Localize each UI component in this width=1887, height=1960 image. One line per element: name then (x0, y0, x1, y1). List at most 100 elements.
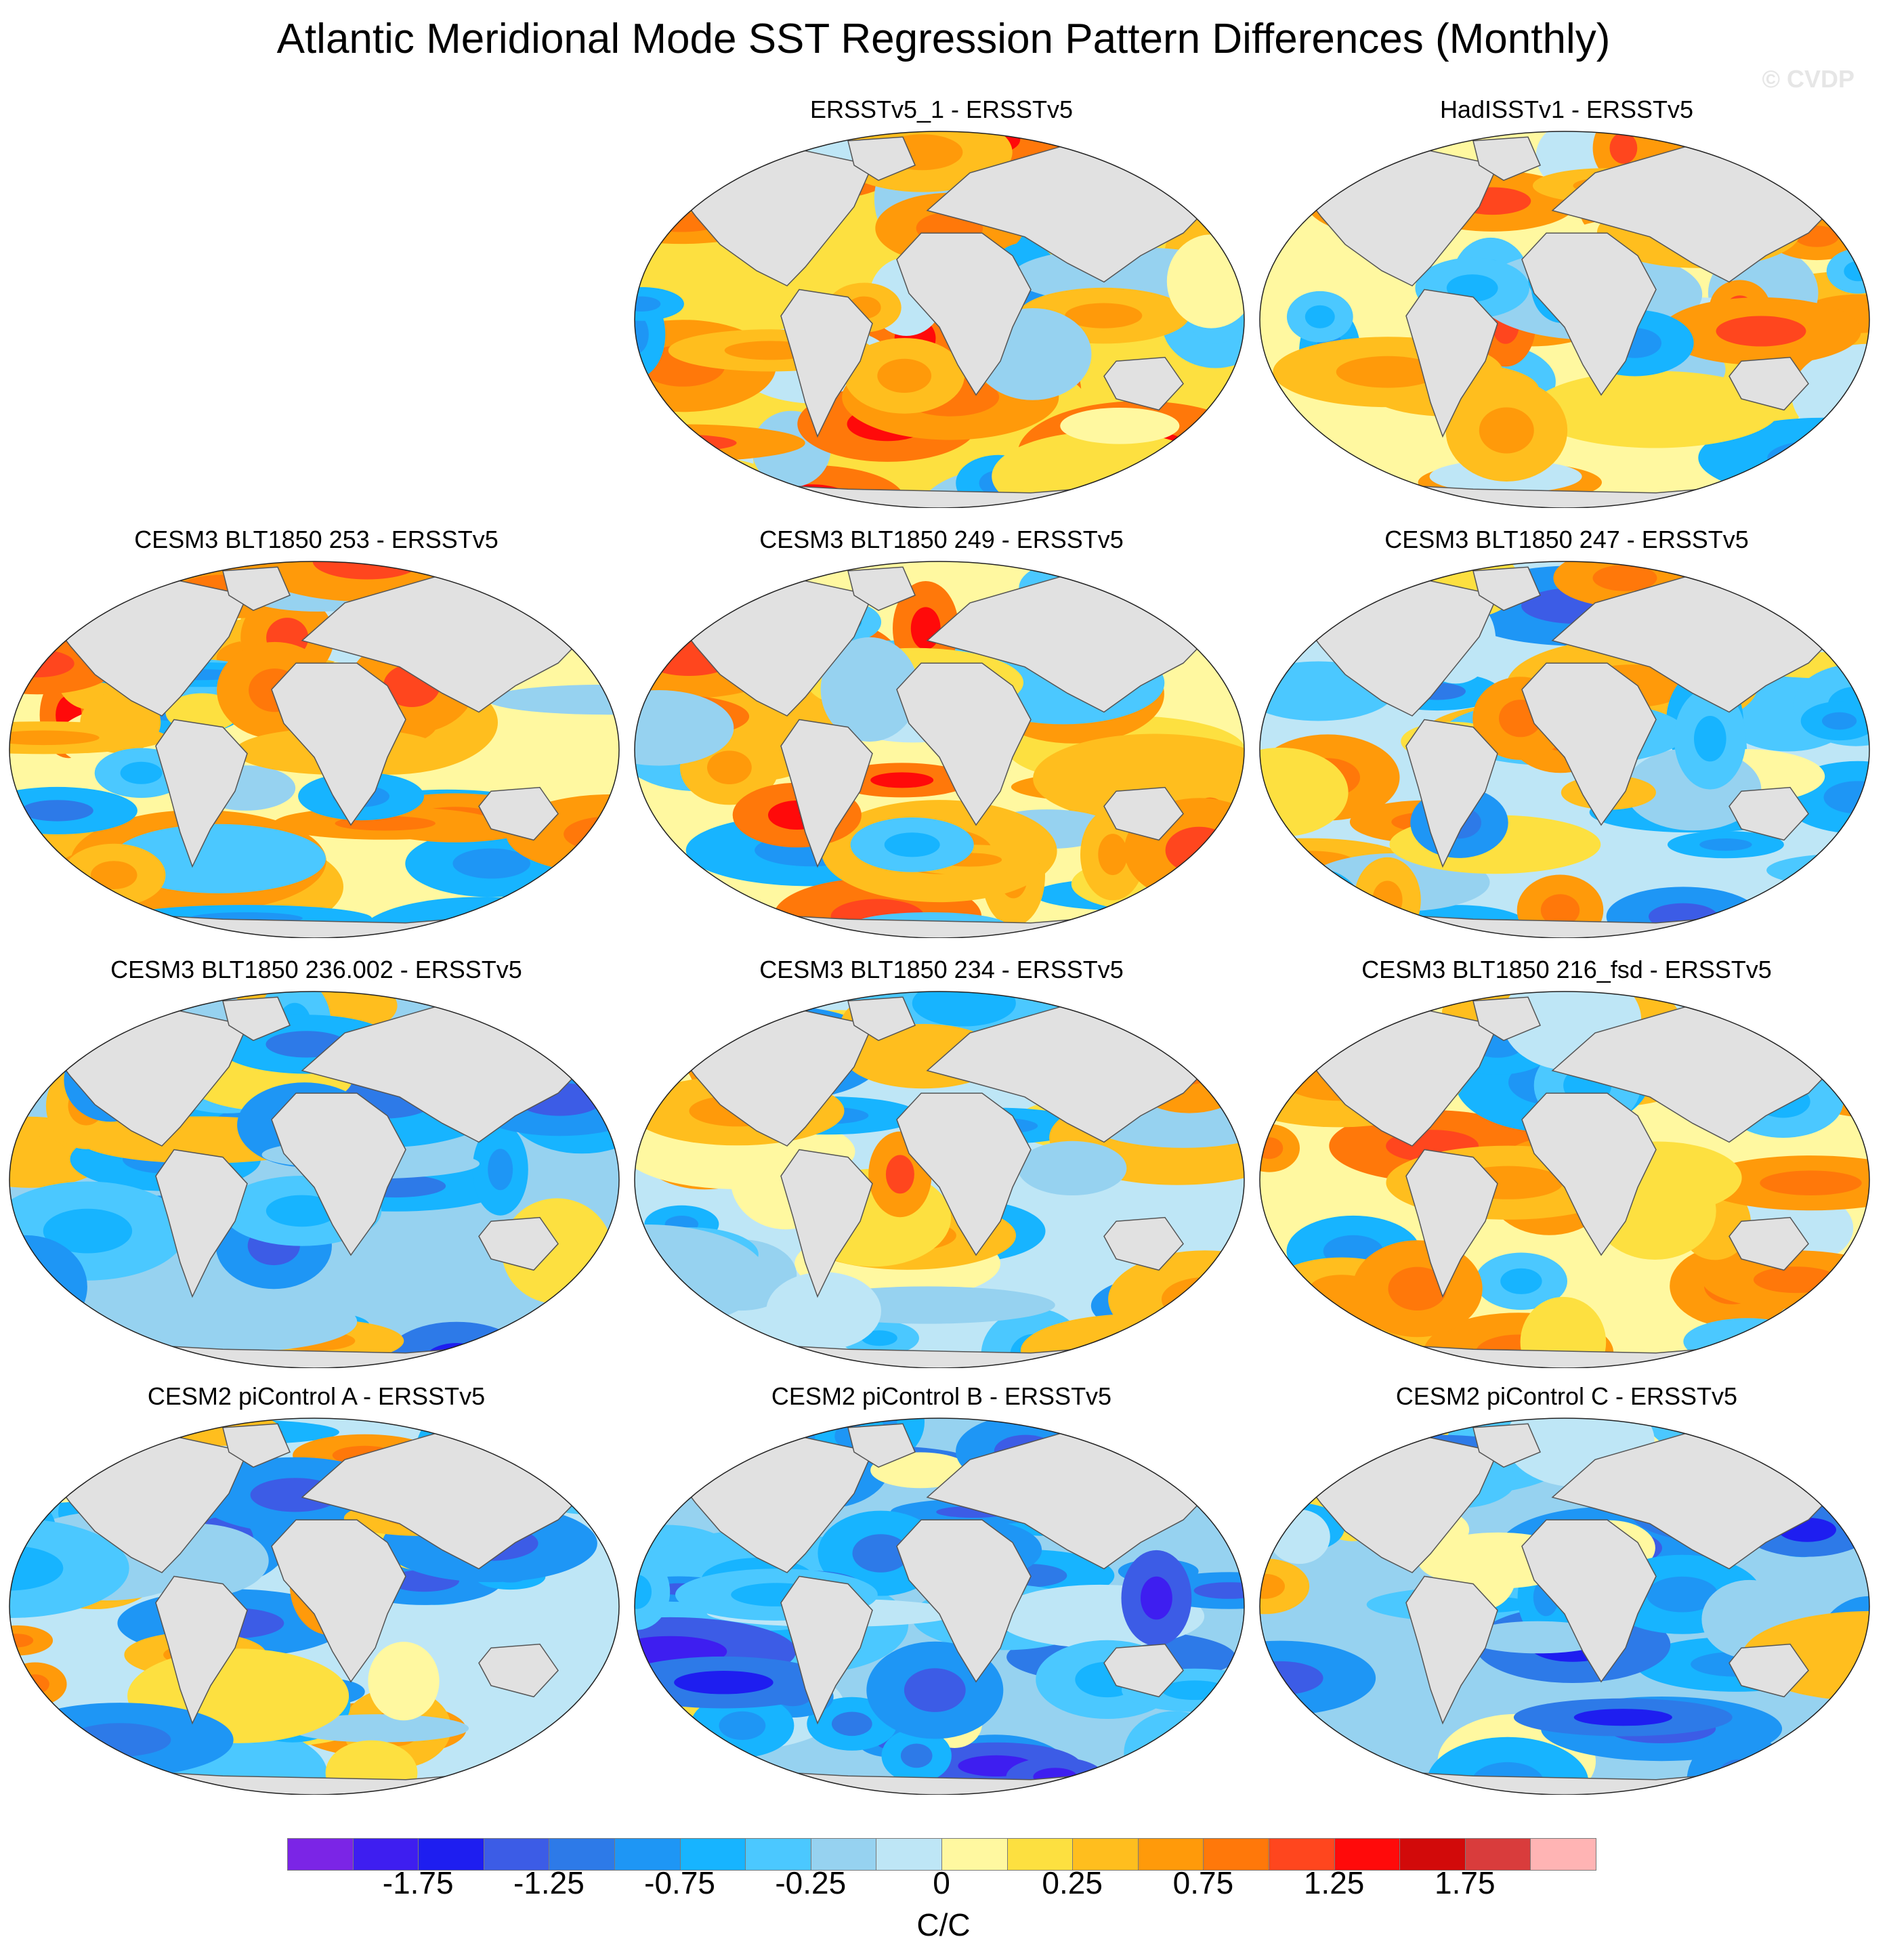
land-mass (1405, 1575, 1498, 1725)
sst-anomaly-core (1823, 781, 1869, 814)
sst-anomaly-patch (1260, 992, 1355, 1034)
land-mass (155, 719, 248, 868)
land-mass (1103, 1643, 1184, 1698)
sst-map (1259, 1418, 1870, 1795)
sst-anomaly-patch (635, 890, 718, 938)
sst-anomaly-core (1479, 407, 1534, 454)
colorbar-tick-label: -1.25 (513, 1865, 585, 1900)
map-outline (634, 131, 1245, 508)
sst-anomaly-core (852, 1534, 910, 1573)
panel-title: CESM2 piControl A - ERSSTv5 (147, 1382, 486, 1410)
sst-anomaly-patch (9, 992, 154, 1029)
sst-anomaly-core (1807, 1418, 1869, 1455)
land-mass (847, 566, 916, 612)
sst-anomaly-patch (9, 864, 47, 920)
sst-anomaly-core (1853, 1691, 1869, 1732)
colorbar-swatch (810, 1838, 877, 1871)
sst-anomaly-patch (1260, 1729, 1321, 1785)
sst-anomaly-core (870, 772, 934, 788)
sst-anomaly-patch (1260, 1011, 1317, 1061)
sst-anomaly-patch (1201, 882, 1244, 938)
map-outline (9, 561, 620, 938)
sst-anomaly-core (1388, 1266, 1447, 1311)
panel-title: CESM3 BLT1850 253 - ERSSTv5 (134, 526, 499, 553)
sst-anomaly-core (9, 1513, 34, 1541)
land-mass (780, 1575, 873, 1725)
colorbar-units: C/C (916, 1907, 971, 1942)
sst-anomaly-core (1764, 561, 1825, 573)
sst-anomaly-patch (368, 1642, 440, 1721)
land-mass (1729, 1216, 1809, 1271)
sst-anomaly-core (1065, 303, 1143, 328)
map-outline (634, 991, 1245, 1368)
colorbar-swatch (1137, 1838, 1204, 1871)
land-mass (1521, 1519, 1657, 1683)
land-mass (222, 1423, 291, 1468)
land-mass (1729, 1643, 1809, 1698)
map-outline (634, 1418, 1245, 1795)
sst-map (9, 561, 620, 938)
sst-anomaly-core (521, 1430, 564, 1476)
land-mass (1472, 136, 1541, 182)
map-panel: CESM3 BLT1850 253 - ERSSTv5 (8, 525, 624, 958)
land-mass (271, 1519, 406, 1683)
sst-anomaly-core (1305, 305, 1335, 328)
sst-anomaly-core (635, 1574, 652, 1609)
panel-title: ERSSTv5_1 - ERSSTv5 (809, 95, 1074, 123)
sst-anomaly-core (43, 1208, 133, 1254)
sst-anomaly-patch (766, 1272, 881, 1350)
map-panel: CESM2 piControl B - ERSSTv5 (633, 1382, 1250, 1815)
sst-anomaly-core (1084, 1334, 1190, 1367)
land-mass (847, 996, 916, 1042)
sst-map (1259, 561, 1870, 938)
sst-anomaly-patch (1815, 1297, 1869, 1368)
chart-title: Atlantic Meridional Mode SST Regression … (276, 16, 1611, 62)
land-mass (222, 566, 291, 612)
sst-map (1259, 131, 1870, 508)
colorbar-tick-label: 0.75 (1172, 1865, 1234, 1900)
land-mass (271, 662, 406, 826)
colorbar-tick-label: -1.75 (382, 1865, 454, 1900)
sst-anomaly-core (537, 1025, 619, 1054)
panel-title: CESM3 BLT1850 216_fsd - ERSSTv5 (1361, 956, 1772, 983)
land-mass (896, 232, 1032, 396)
sst-anomaly-core (1694, 716, 1726, 762)
sst-anomaly-core (1161, 1277, 1244, 1321)
sst-anomaly-core (28, 589, 69, 605)
map-outline (9, 991, 620, 1368)
land-mass (478, 1216, 559, 1271)
sst-anomaly-core (1592, 565, 1657, 591)
land-mass (847, 136, 916, 182)
colorbar (287, 1838, 1596, 1872)
sst-anomaly-patch (1742, 1611, 1869, 1701)
sst-anomaly-patch (1716, 1339, 1834, 1368)
sst-anomaly-core (1098, 834, 1128, 876)
sst-anomaly-core (1151, 1734, 1197, 1772)
sst-anomaly-core (1750, 132, 1778, 166)
sst-anomaly-core (1297, 1307, 1350, 1347)
sst-anomaly-core (312, 561, 422, 580)
sst-anomaly-core (9, 1418, 58, 1449)
map-panel: HadISSTv1 - ERSSTv5 (1258, 95, 1875, 528)
colorbar-swatch (1530, 1838, 1596, 1871)
sst-anomaly-core (1260, 1489, 1281, 1506)
sst-anomaly-patch (288, 1714, 469, 1743)
land-mass (155, 1149, 248, 1298)
sst-anomaly-core (900, 1743, 933, 1768)
map-panel: CESM3 BLT1850 234 - ERSSTv5 (633, 955, 1250, 1388)
sst-anomaly-core (1500, 1268, 1542, 1294)
sst-anomaly-core (1290, 1340, 1368, 1363)
land-mass (1103, 786, 1184, 841)
panel-title: CESM3 BLT1850 247 - ERSSTv5 (1384, 526, 1749, 553)
colorbar-tick-label: 0 (933, 1865, 950, 1900)
sst-anomaly-core (147, 1129, 259, 1151)
colorbar-swatch (287, 1838, 354, 1871)
sst-anomaly-core (496, 998, 538, 1025)
map-panel: CESM2 piControl C - ERSSTv5 (1258, 1382, 1875, 1815)
sst-anomaly-core (1336, 356, 1440, 388)
sst-anomaly-core (1573, 1709, 1672, 1726)
colorbar-swatch (549, 1838, 615, 1871)
sst-anomaly-core (1748, 1347, 1802, 1361)
sst-anomaly-patch (1260, 483, 1351, 508)
sst-anomaly-patch (1683, 1318, 1812, 1365)
